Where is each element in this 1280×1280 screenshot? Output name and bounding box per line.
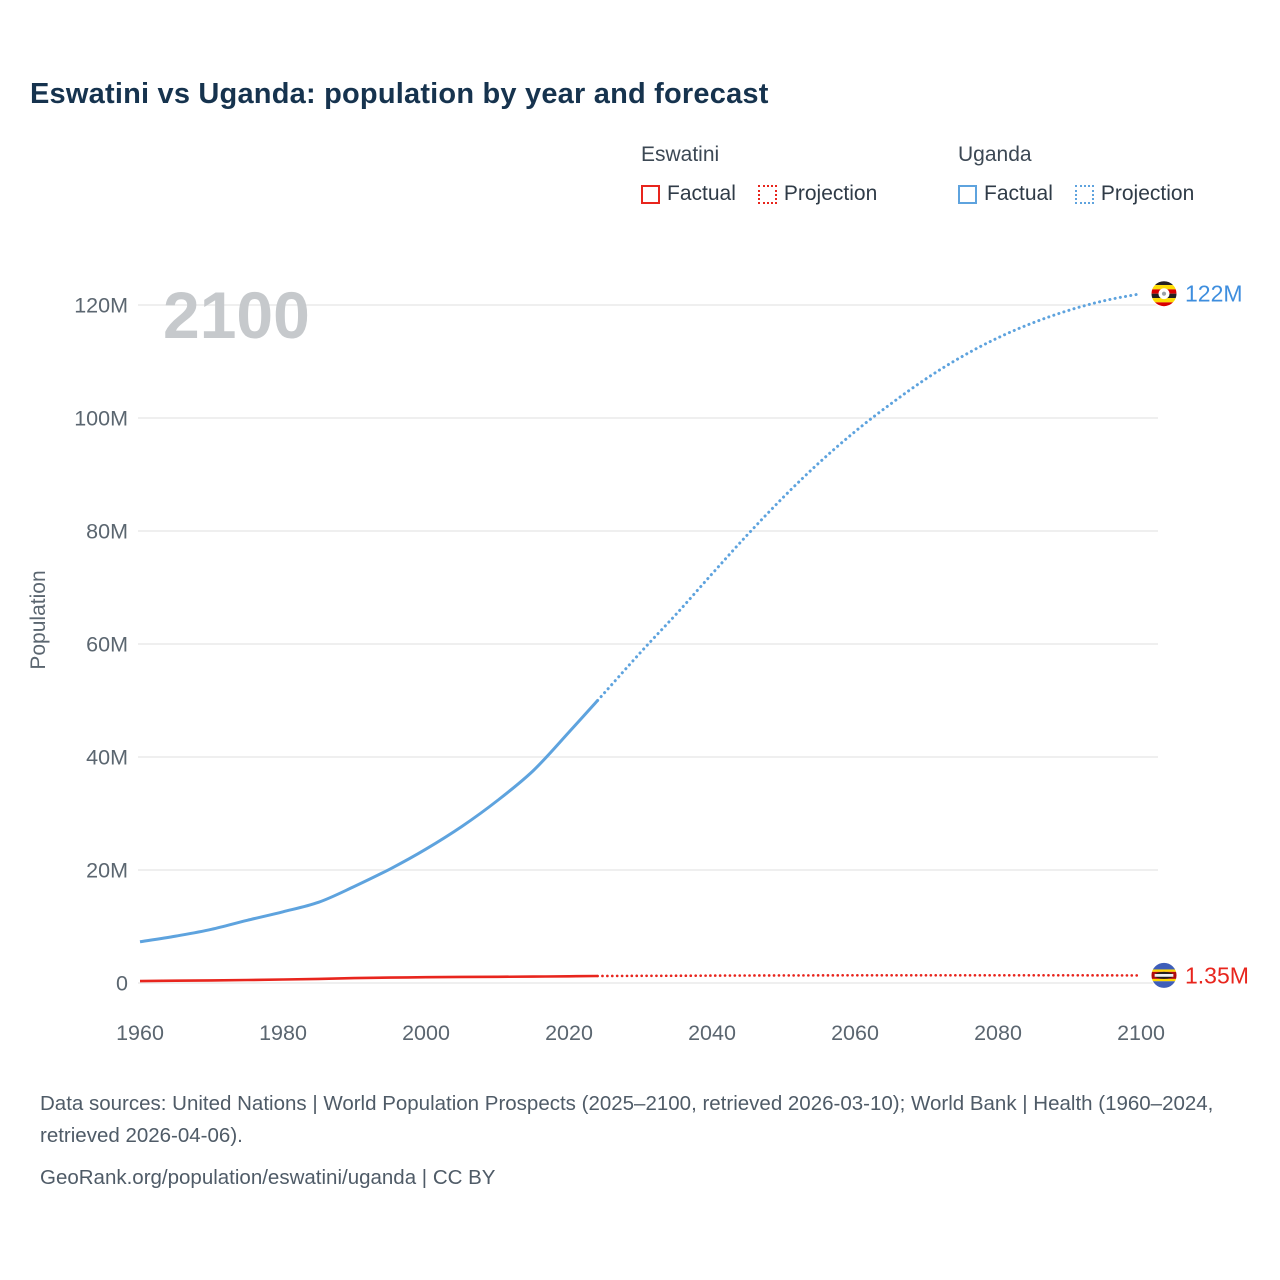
page-title: Eswatini vs Uganda: population by year a… — [30, 78, 769, 110]
y-tick-label: 20M — [86, 859, 128, 883]
x-tick-label: 1960 — [116, 1021, 164, 1045]
x-tick-label: 2040 — [688, 1021, 736, 1045]
x-tick-label: 2100 — [1117, 1021, 1165, 1045]
uganda-end-value-label: 122M — [1185, 281, 1243, 307]
legend-item-eswatini-factual[interactable]: Factual — [641, 182, 736, 206]
uganda-flag-icon — [1150, 280, 1178, 308]
data-sources-text: Data sources: United Nations | World Pop… — [40, 1092, 1214, 1147]
solid-swatch-icon — [641, 184, 660, 204]
legend-group-uganda: Uganda Factual Projection — [958, 143, 1194, 206]
x-tick-label: 2020 — [545, 1021, 593, 1045]
y-tick-label: 60M — [86, 633, 128, 657]
y-tick-label: 120M — [74, 294, 128, 318]
legend-header-uganda: Uganda — [958, 143, 1032, 166]
y-tick-label: 100M — [74, 407, 128, 431]
dotted-swatch-icon — [757, 184, 777, 204]
dotted-swatch-icon — [1074, 184, 1094, 204]
legend-item-uganda-factual[interactable]: Factual — [958, 182, 1053, 206]
y-axis-title: Population — [27, 570, 50, 669]
eswatini-factual-line — [139, 974, 598, 983]
y-tick-label: 80M — [86, 520, 128, 544]
eswatini-projection-line — [596, 973, 1143, 978]
legend-header-eswatini: Eswatini — [641, 143, 720, 166]
legend-group-eswatini: Eswatini Factual Projection — [641, 143, 877, 206]
solid-swatch-icon — [958, 184, 977, 204]
legend-item-eswatini-projection[interactable]: Projection — [757, 182, 878, 206]
attribution-link-text[interactable]: GeoRank.org/population/eswatini/uganda |… — [40, 1165, 496, 1189]
x-tick-label: 1980 — [259, 1021, 307, 1045]
footer: Data sources: United Nations | World Pop… — [40, 1088, 1225, 1193]
eswatini-end-value-label: 1.35M — [1185, 962, 1249, 988]
x-tick-label: 2060 — [831, 1021, 879, 1045]
eswatini-flag-icon — [1150, 961, 1178, 989]
legend-item-label: Factual — [984, 182, 1053, 205]
x-tick-label: 2000 — [402, 1021, 450, 1045]
year-watermark: 2100 — [163, 278, 310, 352]
y-tick-label: 0 — [116, 972, 128, 996]
x-tick-label: 2080 — [974, 1021, 1022, 1045]
uganda-projection-line — [596, 292, 1143, 702]
legend-item-label: Projection — [783, 182, 878, 205]
legend-item-label: Projection — [1100, 182, 1195, 205]
uganda-factual-line — [139, 699, 599, 944]
legend-item-uganda-projection[interactable]: Projection — [1074, 182, 1195, 206]
y-tick-label: 40M — [86, 746, 128, 770]
legend-item-label: Factual — [667, 182, 736, 205]
